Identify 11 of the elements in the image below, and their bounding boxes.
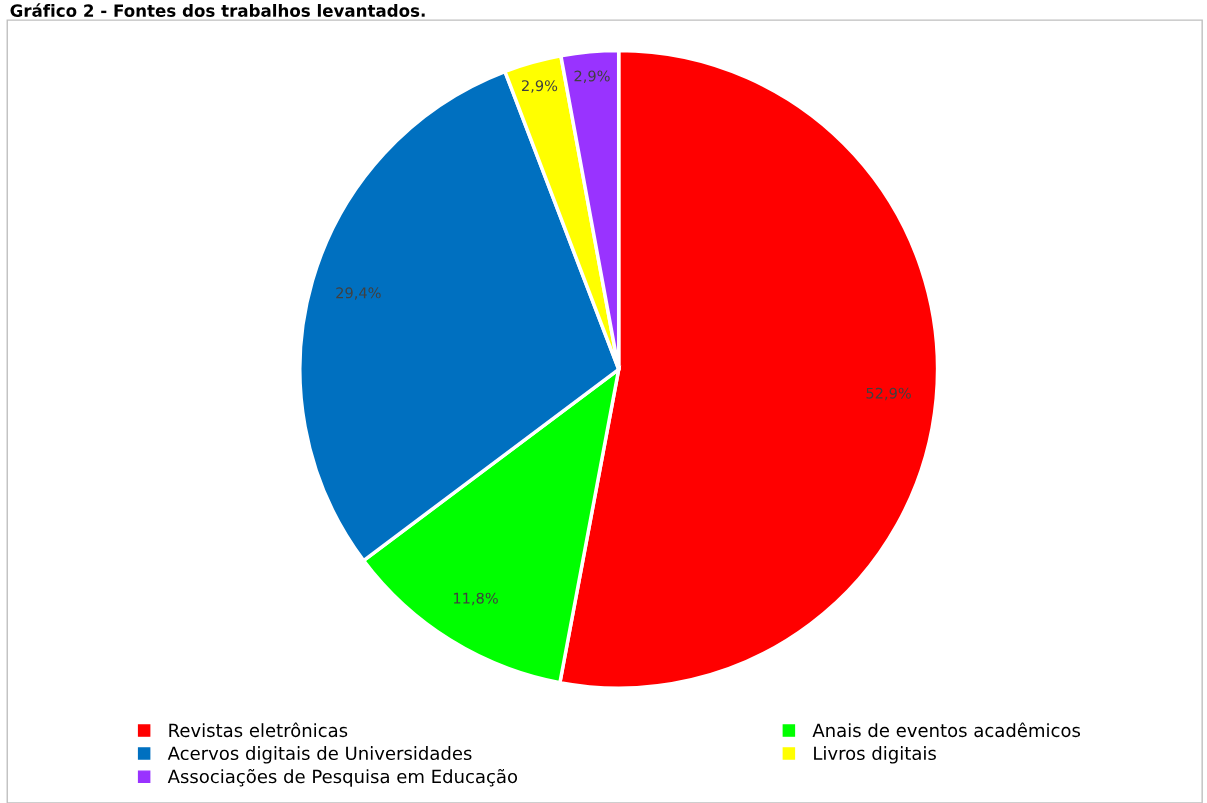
legend-label: Associações de Pesquisa em Educação (167, 768, 518, 787)
legend-label: Revistas eletrônicas (169, 722, 348, 738)
data-label: 11,8% (453, 592, 498, 606)
data-label: 29,4% (336, 287, 381, 300)
legend-label: Anais de eventos acadêmicos (812, 722, 1081, 738)
data-label: 2,9% (574, 70, 610, 83)
legend-label: Livros digitais (814, 746, 936, 764)
data-label: 52,9% (866, 387, 911, 401)
data-label: 2,9% (522, 80, 558, 93)
chart-title: Gráfico 2 - Fontes dos trabalhos levantados. (10, 3, 425, 17)
legend-label: Acervos digitais de Universidades (167, 746, 472, 764)
